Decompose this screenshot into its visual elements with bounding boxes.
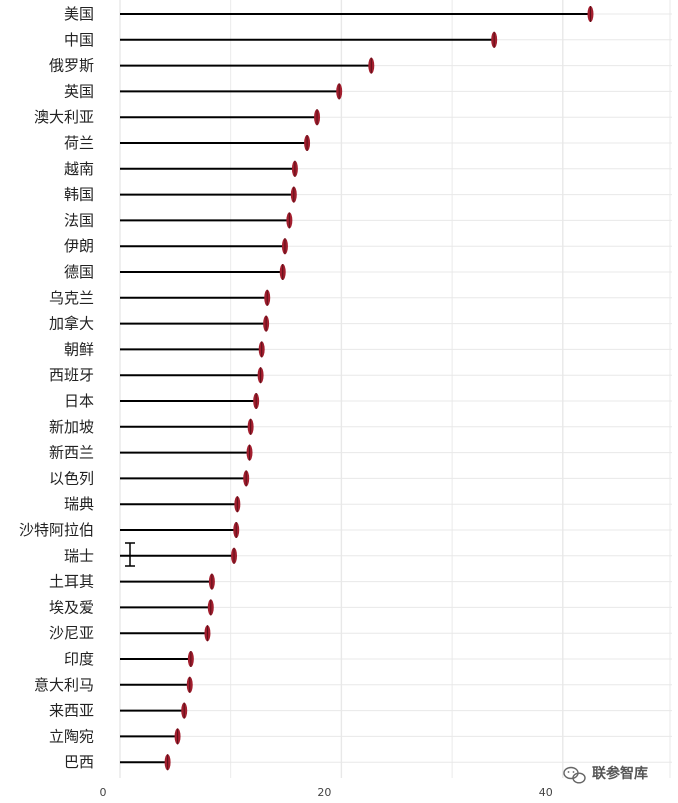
category-label: 俄罗斯: [49, 57, 94, 75]
x-tick-label: 40: [539, 786, 553, 799]
watermark: 联参智库: [563, 765, 648, 784]
category-label: 土耳其: [49, 573, 94, 591]
category-label: 沙尼亚: [49, 624, 94, 642]
category-label: 意大利马: [34, 676, 94, 694]
category-label: 伊朗: [64, 237, 94, 255]
category-label: 法国: [64, 211, 94, 229]
category-label: 加拿大: [49, 315, 94, 333]
category-label: 韩国: [64, 186, 94, 204]
category-label: 德国: [64, 263, 94, 281]
category-label: 埃及爱: [49, 598, 94, 616]
category-label: 西班牙: [49, 366, 94, 384]
category-label: 澳大利亚: [34, 108, 94, 126]
lollipop-points: [164, 6, 594, 771]
category-label: 荷兰: [64, 134, 94, 152]
x-tick-label: 20: [317, 786, 331, 799]
category-label: 美国: [64, 5, 94, 23]
category-labels: 美国中国俄罗斯英国澳大利亚荷兰越南韩国法国伊朗德国乌克兰加拿大朝鲜西班牙日本新加…: [19, 5, 94, 771]
category-label: 日本: [64, 392, 94, 410]
category-label: 沙特阿拉伯: [19, 521, 94, 539]
category-label: 越南: [64, 160, 94, 178]
category-label: 英国: [64, 82, 94, 100]
x-tick-label: 0: [100, 786, 107, 799]
x-axis-ticks: 0 20 40: [100, 786, 553, 799]
category-label: 巴西: [64, 753, 94, 771]
category-label: 中国: [64, 31, 94, 49]
category-label: 朝鲜: [64, 340, 94, 358]
category-label: 立陶宛: [49, 727, 94, 745]
category-label: 乌克兰: [49, 289, 94, 307]
lollipop-stems: [120, 13, 591, 764]
category-label: 新西兰: [49, 444, 94, 462]
category-label: 印度: [64, 650, 94, 668]
category-label: 来西亚: [49, 702, 94, 720]
category-label: 新加坡: [49, 418, 94, 436]
category-label: 瑞典: [64, 495, 94, 513]
watermark-text: 联参智库: [592, 765, 648, 782]
wechat-icon: [563, 766, 586, 784]
category-label: 以色列: [49, 469, 94, 487]
text-cursor-icon: [125, 542, 135, 567]
category-label: 瑞士: [64, 547, 94, 565]
